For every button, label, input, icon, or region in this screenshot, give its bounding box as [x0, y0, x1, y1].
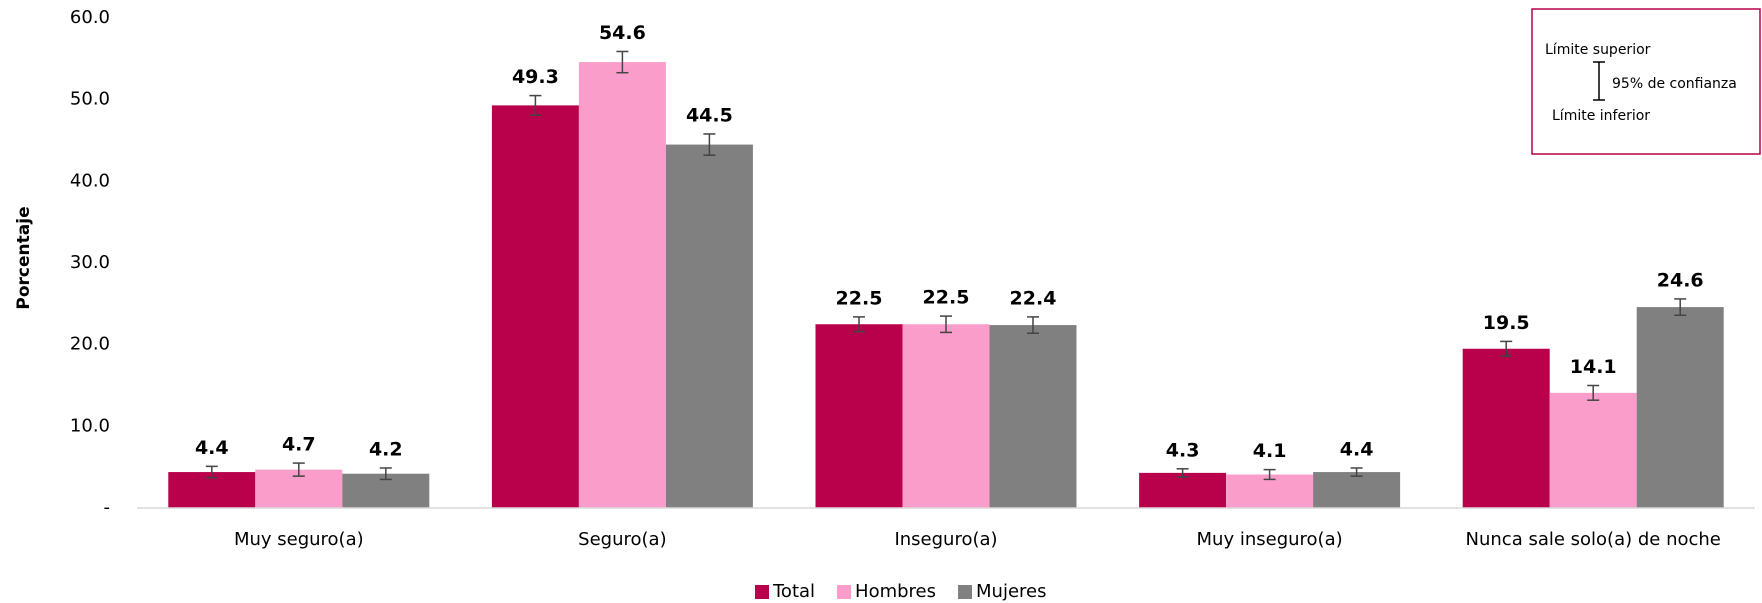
confidence-upper: Límite superior — [1545, 42, 1651, 58]
bar — [578, 62, 666, 508]
error-bar — [1587, 384, 1600, 401]
bar — [1636, 307, 1724, 508]
value-label: 54.6 — [599, 22, 646, 44]
confidence-lower: Límite inferior — [1552, 108, 1650, 124]
legend-swatch — [837, 585, 852, 599]
y-tick-label: - — [104, 497, 111, 518]
x-tick-label: Muy inseguro(a) — [1197, 529, 1343, 550]
error-bar — [1176, 468, 1189, 478]
error-bar — [1263, 468, 1276, 481]
x-tick-label: Muy seguro(a) — [234, 529, 364, 550]
error-bar — [292, 462, 305, 477]
x-tick-label: Nunca sale solo(a) de noche — [1466, 529, 1721, 550]
legend-label: Mujeres — [976, 581, 1046, 602]
bar — [1549, 392, 1637, 508]
value-label: 4.4 — [1340, 438, 1374, 460]
legend-label: Total — [772, 581, 815, 602]
bar — [665, 144, 753, 509]
error-bar — [379, 467, 392, 481]
error-bar — [703, 133, 716, 156]
value-label: 4.1 — [1253, 440, 1287, 462]
y-tick-label: 50.0 — [70, 89, 110, 110]
confidence-legend-box — [1531, 8, 1761, 155]
y-tick-label: 30.0 — [70, 252, 110, 273]
value-label: 49.3 — [512, 66, 559, 88]
bar — [815, 324, 903, 508]
error-bar — [1350, 467, 1363, 477]
value-label: 22.5 — [836, 287, 883, 309]
value-label: 19.5 — [1483, 312, 1530, 334]
bar — [902, 324, 990, 508]
error-bar — [853, 316, 865, 333]
value-label: 4.7 — [282, 434, 316, 456]
value-label: 22.4 — [1010, 287, 1057, 309]
error-bar — [205, 465, 218, 479]
error-bar — [616, 50, 629, 74]
value-label: 14.1 — [1570, 356, 1617, 378]
bar — [1139, 472, 1227, 508]
value-label: 22.5 — [923, 287, 970, 309]
legend-label: Hombres — [855, 581, 936, 602]
bar — [989, 325, 1077, 508]
bar — [1462, 348, 1550, 508]
value-label: 4.4 — [195, 437, 229, 459]
bar — [491, 105, 579, 508]
legend-swatch — [755, 585, 769, 599]
error-bar — [529, 94, 542, 116]
confidence-icon — [1593, 61, 1605, 101]
x-tick-label: Seguro(a) — [578, 529, 666, 550]
value-label: 24.6 — [1657, 269, 1704, 291]
value-label: 4.2 — [369, 438, 403, 460]
value-label: 44.5 — [686, 104, 733, 126]
error-bar — [1674, 298, 1687, 317]
y-tick-label: 20.0 — [70, 334, 110, 355]
y-axis-label: Porcentaje — [14, 206, 34, 309]
confidence-middle: 95% de confianza — [1612, 76, 1737, 92]
error-bar — [1027, 316, 1039, 334]
y-tick-label: 10.0 — [70, 415, 110, 436]
value-label: 4.3 — [1166, 439, 1200, 461]
bar — [1313, 472, 1401, 508]
x-tick-label: Inseguro(a) — [894, 529, 997, 550]
legend-swatch — [958, 585, 973, 599]
y-tick-label: 40.0 — [70, 170, 110, 191]
error-bar — [1500, 340, 1513, 357]
error-bar — [940, 315, 952, 334]
y-tick-label: 60.0 — [70, 7, 110, 28]
